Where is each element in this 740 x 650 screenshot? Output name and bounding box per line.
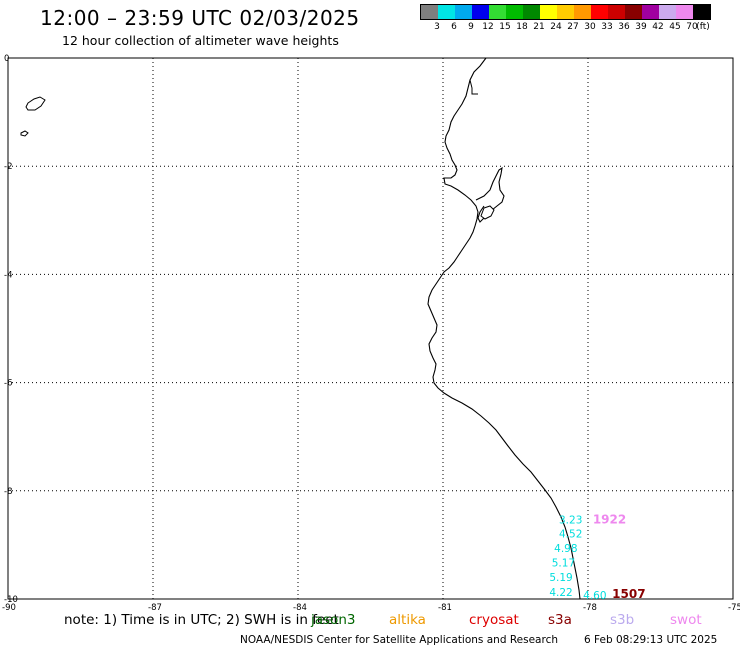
x-tick-label: -78 [583, 603, 597, 613]
colorbar-label: 21 [533, 22, 545, 32]
wave-height-label: 3.23 [559, 514, 582, 526]
legend-note-row: note: 1) Time is in UTC; 2) SWH is in fe… [0, 612, 740, 630]
colorbar-label: 33 [601, 22, 613, 32]
wave-height-colorbar: 3 6 9 12 15 18 21 24 27 30 33 36 39 42 45 70 (ft) [420, 4, 711, 36]
satellite-legend-altika: altika [389, 612, 426, 628]
wave-height-label: 5.19 [549, 572, 572, 584]
colorbar-swatch [591, 5, 608, 19]
colorbar-label: 45 [669, 22, 681, 32]
colorbar-swatch [472, 5, 489, 19]
galapagos-small-island [20, 130, 29, 137]
footer-timestamp: 6 Feb 08:29:13 UTC 2025 [584, 634, 718, 646]
x-tick-label: -87 [148, 603, 162, 613]
y-tick-label: -6 [4, 379, 12, 389]
map-subtitle: 12 hour collection of altimeter wave hei… [62, 33, 339, 48]
gulf-of-guayaquil-inlet [475, 166, 505, 223]
y-tick-label: -2 [4, 162, 12, 172]
colorbar-label: 9 [468, 22, 474, 32]
colorbar-label: 27 [567, 22, 579, 32]
x-tick-label: -75 [728, 603, 740, 613]
axis-tick-labels: -90 -87 -84 -81 -78 -75 0 -2 -4 -6 -8 -10 [2, 54, 740, 613]
y-tick-label: -10 [4, 595, 18, 605]
colorbar-swatch [540, 5, 557, 19]
colorbar-label: 24 [550, 22, 562, 32]
colorbar-swatch [574, 5, 591, 19]
satellite-legend-swot: swot [670, 612, 702, 628]
y-tick-label: -4 [4, 270, 12, 280]
x-tick-label: -90 [2, 603, 16, 613]
satellite-legend-s3a: s3a [548, 612, 572, 628]
wave-height-label: 4.98 [554, 543, 577, 555]
colorbar-swatch [676, 5, 693, 19]
wave-height-label: 4.52 [559, 528, 582, 540]
colorbar-swatch [642, 5, 659, 19]
colorbar-label: 15 [499, 22, 511, 32]
map-grid [8, 58, 733, 599]
y-tick-label: 0 [4, 54, 9, 64]
colorbar-swatch [523, 5, 540, 19]
colorbar-label: 30 [584, 22, 596, 32]
colorbar-label: 70 [686, 22, 698, 32]
colorbar-swatch [608, 5, 625, 19]
pass-id-label: 1507 [612, 587, 645, 601]
satellite-legend-s3b: s3b [610, 612, 635, 628]
colorbar-label: 12 [482, 22, 494, 32]
colorbar-swatch [693, 5, 710, 19]
note-text: note: 1) Time is in UTC; 2) SWH is in fe… [64, 612, 339, 628]
colorbar-swatch [506, 5, 523, 19]
wave-height-label: 4.60 [583, 590, 606, 602]
colorbar-label: 6 [451, 22, 457, 32]
puna-island [480, 205, 495, 220]
coastline-notch [469, 79, 478, 95]
galapagos-isabela-island [25, 96, 46, 111]
colorbar-labels: 3 6 9 12 15 18 21 24 27 30 33 36 39 42 45 70 (ft) [420, 22, 711, 36]
pass-id-labels: 1922 1507 [593, 512, 646, 601]
colorbar-swatch [625, 5, 642, 19]
colorbar-swatch [489, 5, 506, 19]
satellite-legend-jason3: jason3 [311, 612, 356, 628]
map-title: 12:00 – 23:59 UTC 02/03/2025 [40, 6, 360, 30]
colorbar-label: 3 [434, 22, 440, 32]
satellite-legend-cryosat: cryosat [469, 612, 519, 628]
colorbar-swatch [438, 5, 455, 19]
coastline-south-america [427, 57, 581, 600]
y-tick-label: -8 [4, 487, 12, 497]
wave-height-labels: 3.23 4.52 4.98 5.17 5.19 4.22 4.60 [549, 514, 606, 602]
x-tick-label: -84 [293, 603, 307, 613]
colorbar-label: 36 [618, 22, 630, 32]
colorbar-swatch [557, 5, 574, 19]
colorbar-label: 42 [652, 22, 664, 32]
colorbar-label: (ft) [696, 22, 710, 32]
x-tick-label: -81 [438, 603, 452, 613]
colorbar-label: 18 [516, 22, 528, 32]
map-frame [7, 57, 734, 600]
wave-height-label: 5.17 [552, 558, 575, 570]
colorbar-swatch [421, 5, 438, 19]
footer-credit: NOAA/NESDIS Center for Satellite Applica… [240, 634, 558, 646]
colorbar-swatches [420, 4, 711, 20]
colorbar-swatch [455, 5, 472, 19]
colorbar-swatch [659, 5, 676, 19]
wave-height-label: 4.22 [549, 587, 572, 599]
colorbar-label: 39 [635, 22, 647, 32]
pass-id-label: 1922 [593, 512, 626, 526]
